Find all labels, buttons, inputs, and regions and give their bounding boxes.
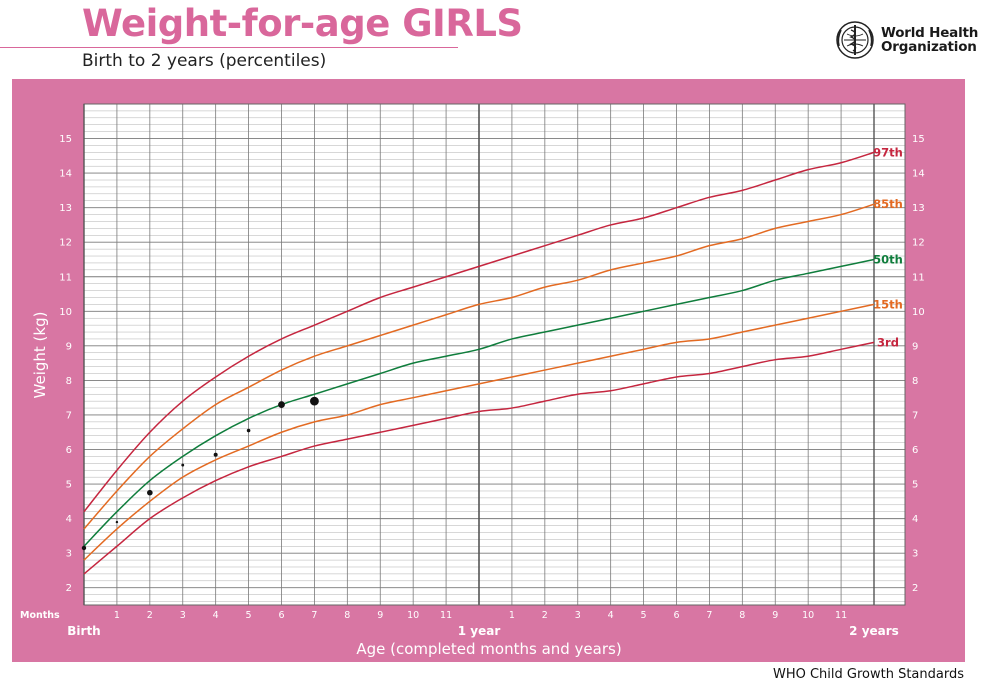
y-tick-label-left: 4 bbox=[66, 514, 72, 525]
y-tick-label-left: 9 bbox=[66, 341, 72, 352]
y-tick-label-left: 13 bbox=[59, 203, 72, 214]
chart-subtitle: Birth to 2 years (percentiles) bbox=[82, 51, 327, 71]
measurement-point bbox=[181, 463, 185, 467]
who-wordmark: World Health Organization bbox=[881, 26, 978, 54]
who-line-2: Organization bbox=[881, 39, 977, 55]
y-tick-label-right: 3 bbox=[912, 549, 918, 560]
percentile-label-3rd: 3rd bbox=[877, 335, 899, 349]
y-tick-label-right: 6 bbox=[912, 445, 918, 456]
percentile-label-97th: 97th bbox=[873, 145, 903, 159]
percentile-curve-50th bbox=[83, 258, 875, 547]
x-tick-label: 3 bbox=[180, 610, 186, 621]
x-tick-label: 1 bbox=[509, 610, 515, 621]
x-tick-label: 10 bbox=[407, 610, 419, 621]
y-tick-label-right: 13 bbox=[912, 203, 925, 214]
y-tick-label-left: 6 bbox=[66, 445, 72, 456]
measurement-point bbox=[213, 452, 218, 457]
x-tick-label: 2 bbox=[542, 610, 548, 621]
x-tick-label: 8 bbox=[739, 610, 745, 621]
percentile-curve-97th bbox=[83, 151, 875, 513]
x-tick-label: 7 bbox=[311, 610, 317, 621]
y-tick-label-left: 2 bbox=[66, 583, 72, 594]
y-tick-label-left: 10 bbox=[59, 307, 72, 318]
x-tick-label: 5 bbox=[246, 610, 252, 621]
who-emblem-icon bbox=[836, 21, 874, 59]
x-axis-label: Age (completed months and years) bbox=[356, 640, 621, 658]
percentile-label-50th: 50th bbox=[873, 252, 903, 266]
y-tick-label-right: 4 bbox=[912, 514, 918, 525]
y-tick-label-right: 11 bbox=[912, 272, 925, 283]
who-line-1: World Health bbox=[881, 25, 979, 41]
x-tick-label: 8 bbox=[344, 610, 350, 621]
x-tick-label: 4 bbox=[213, 610, 219, 621]
measurement-point bbox=[81, 545, 87, 551]
x-tick-label: 5 bbox=[641, 610, 647, 621]
percentile-curve-85th bbox=[83, 203, 875, 530]
milestone-label: 2 years bbox=[849, 624, 899, 638]
y-tick-label-left: 8 bbox=[66, 376, 72, 387]
y-tick-label-right: 12 bbox=[912, 238, 925, 249]
y-tick-label-right: 15 bbox=[912, 134, 925, 145]
y-tick-label-right: 14 bbox=[912, 169, 925, 180]
y-tick-label-left: 7 bbox=[66, 410, 72, 421]
months-label: Months bbox=[20, 610, 60, 621]
x-tick-label: 1 bbox=[114, 610, 120, 621]
measurement-point bbox=[246, 428, 251, 433]
milestone-label: 1 year bbox=[458, 624, 501, 638]
x-tick-label: 7 bbox=[706, 610, 712, 621]
x-tick-label: 9 bbox=[772, 610, 778, 621]
percentile-curve-15th bbox=[83, 303, 875, 561]
y-tick-label-right: 7 bbox=[912, 410, 918, 421]
footer-credit: WHO Child Growth Standards bbox=[772, 667, 964, 682]
y-tick-label-right: 8 bbox=[912, 376, 918, 387]
x-tick-label: 9 bbox=[377, 610, 383, 621]
measurement-point bbox=[310, 396, 319, 406]
chart-title: Weight-for-age GIRLS bbox=[82, 2, 523, 45]
measurement-point bbox=[147, 489, 153, 496]
percentile-label-85th: 85th bbox=[873, 197, 903, 211]
y-tick-label-left: 12 bbox=[59, 238, 72, 249]
title-rule bbox=[0, 47, 458, 48]
percentile-curve-3rd bbox=[83, 341, 875, 575]
x-tick-label: 10 bbox=[802, 610, 814, 621]
y-tick-label-right: 5 bbox=[912, 480, 918, 491]
milestone-label: Birth bbox=[67, 624, 100, 638]
y-tick-label-left: 14 bbox=[59, 169, 72, 180]
y-tick-label-left: 15 bbox=[59, 134, 72, 145]
x-tick-label: 2 bbox=[147, 610, 153, 621]
y-tick-label-left: 11 bbox=[59, 272, 72, 283]
y-tick-label-right: 10 bbox=[912, 307, 925, 318]
y-tick-label-left: 3 bbox=[66, 549, 72, 560]
y-tick-label-right: 2 bbox=[912, 583, 918, 594]
x-tick-label: 6 bbox=[278, 610, 284, 621]
x-tick-label: 4 bbox=[608, 610, 614, 621]
percentile-label-15th: 15th bbox=[873, 297, 903, 311]
who-logo: World Health Organization bbox=[835, 20, 978, 60]
x-tick-label: 6 bbox=[673, 610, 679, 621]
x-tick-label: 11 bbox=[835, 610, 847, 621]
plot-area bbox=[84, 104, 905, 605]
y-tick-label-left: 5 bbox=[66, 480, 72, 491]
y-axis-label: Weight (kg) bbox=[31, 312, 49, 399]
x-tick-label: 11 bbox=[440, 610, 452, 621]
y-tick-label-right: 9 bbox=[912, 341, 918, 352]
measurement-point bbox=[115, 520, 119, 524]
measurement-point bbox=[278, 401, 285, 408]
x-tick-label: 3 bbox=[575, 610, 581, 621]
